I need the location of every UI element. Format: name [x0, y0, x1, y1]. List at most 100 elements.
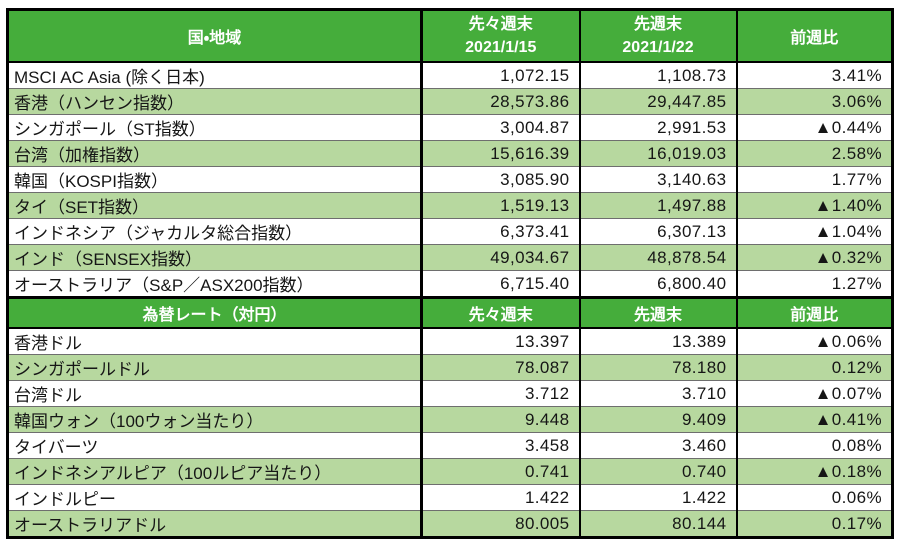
prev-value-cell: 3,140.63 [578, 166, 737, 193]
prev-value-cell: 16,019.03 [578, 140, 737, 167]
indices-header-prev: 先週末 2021/1/22 [578, 9, 737, 64]
prev-value-cell: 1.422 [578, 484, 737, 511]
row-name-cell: 台湾ドル [7, 380, 422, 407]
prev2-value-cell: 9.448 [420, 406, 580, 433]
change-value-cell: ▲0.41% [735, 406, 893, 433]
change-value-cell: 3.06% [735, 88, 893, 115]
row-name-cell: 台湾（加権指数） [7, 140, 422, 167]
prev-value-cell: 6,800.40 [578, 270, 737, 298]
prev2-value-cell: 13.397 [420, 327, 580, 355]
prev-value-cell: 0.740 [578, 458, 737, 485]
change-value-cell: ▲0.07% [735, 380, 893, 407]
prev2-value-cell: 3.458 [420, 432, 580, 459]
row-name-cell: シンガポール（ST指数） [7, 114, 422, 141]
fx-header-prev2: 先々週末 [420, 296, 580, 330]
prev2-value-cell: 6,715.40 [420, 270, 580, 298]
row-name-cell: 韓国ウォン（100ウォン当たり） [7, 406, 422, 433]
change-value-cell: ▲1.40% [735, 192, 893, 219]
table-row: 香港（ハンセン指数） 28,573.86 29,447.85 3.06% [7, 88, 893, 115]
table-row: タイ（SET指数） 1,519.13 1,497.88 ▲1.40% [7, 192, 893, 219]
change-value-cell: ▲0.32% [735, 244, 893, 271]
indices-header-prev2: 先々週末 2021/1/15 [420, 9, 580, 64]
indices-header-row: 国・地域 先々週末 2021/1/15 先週末 2021/1/22 前週比 [7, 9, 893, 64]
prev-value-cell: 1,497.88 [578, 192, 737, 219]
indices-header-change: 前週比 [735, 9, 893, 64]
row-name-cell: 韓国（KOSPI指数） [7, 166, 422, 193]
indices-header-prev-label: 先週末 [633, 16, 682, 33]
row-name-cell: MSCI AC Asia (除く日本) [7, 61, 422, 89]
prev2-value-cell: 1,072.15 [420, 61, 580, 89]
prev2-value-cell: 3,085.90 [420, 166, 580, 193]
fx-header-prev: 先週末 [578, 296, 737, 330]
prev-value-cell: 3.710 [578, 380, 737, 407]
prev2-value-cell: 1,519.13 [420, 192, 580, 219]
table-row: タイバーツ 3.458 3.460 0.08% [7, 432, 893, 459]
prev2-value-cell: 78.087 [420, 354, 580, 381]
table-row: インドネシア（ジャカルタ総合指数） 6,373.41 6,307.13 ▲1.0… [7, 218, 893, 245]
change-value-cell: ▲1.04% [735, 218, 893, 245]
change-value-cell: ▲0.18% [735, 458, 893, 485]
change-value-cell: 1.77% [735, 166, 893, 193]
change-value-cell: ▲0.44% [735, 114, 893, 141]
row-name-cell: インド（SENSEX指数） [7, 244, 422, 271]
table-row: オーストラリアドル 80.005 80.144 0.17% [7, 510, 893, 538]
row-name-cell: インドルピー [7, 484, 422, 511]
change-value-cell: 0.12% [735, 354, 893, 381]
change-value-cell: 0.17% [735, 510, 893, 538]
indices-header-prev2-date: 2021/1/15 [465, 39, 537, 57]
table-row: インドルピー 1.422 1.422 0.06% [7, 484, 893, 511]
change-value-cell: 1.27% [735, 270, 893, 298]
row-name-cell: シンガポールドル [7, 354, 422, 381]
fx-header-change: 前週比 [735, 296, 893, 330]
row-name-cell: タイバーツ [7, 432, 422, 459]
table-row: 台湾（加権指数） 15,616.39 16,019.03 2.58% [7, 140, 893, 167]
prev-value-cell: 2,991.53 [578, 114, 737, 141]
indices-header-prev-date: 2021/1/22 [622, 39, 694, 57]
fx-header-title: 為替レート（対円） [7, 296, 422, 330]
row-name-cell: 香港ドル [7, 327, 422, 355]
prev2-value-cell: 15,616.39 [420, 140, 580, 167]
change-value-cell: 0.06% [735, 484, 893, 511]
row-name-cell: オーストラリアドル [7, 510, 422, 538]
prev2-value-cell: 1.422 [420, 484, 580, 511]
row-name-cell: オーストラリア（S&P／ASX200指数） [7, 270, 422, 298]
prev-value-cell: 13.389 [578, 327, 737, 355]
prev2-value-cell: 3,004.87 [420, 114, 580, 141]
prev-value-cell: 78.180 [578, 354, 737, 381]
indices-header-prev2-label: 先々週末 [468, 16, 533, 33]
change-value-cell: 3.41% [735, 61, 893, 89]
table-row: シンガポールドル 78.087 78.180 0.12% [7, 354, 893, 381]
prev-value-cell: 3.460 [578, 432, 737, 459]
table-row: インドネシアルピア（100ルピア当たり） 0.741 0.740 ▲0.18% [7, 458, 893, 485]
prev2-value-cell: 80.005 [420, 510, 580, 538]
table-row: インド（SENSEX指数） 49,034.67 48,878.54 ▲0.32% [7, 244, 893, 271]
prev-value-cell: 80.144 [578, 510, 737, 538]
prev-value-cell: 6,307.13 [578, 218, 737, 245]
prev2-value-cell: 0.741 [420, 458, 580, 485]
prev2-value-cell: 49,034.67 [420, 244, 580, 271]
table-row: 韓国（KOSPI指数） 3,085.90 3,140.63 1.77% [7, 166, 893, 193]
change-value-cell: 0.08% [735, 432, 893, 459]
fx-header-row: 為替レート（対円） 先々週末 先週末 前週比 [7, 296, 893, 330]
table-row: シンガポール（ST指数） 3,004.87 2,991.53 ▲0.44% [7, 114, 893, 141]
table-row: MSCI AC Asia (除く日本) 1,072.15 1,108.73 3.… [7, 61, 893, 89]
table-row: 台湾ドル 3.712 3.710 ▲0.07% [7, 380, 893, 407]
table-row: オーストラリア（S&P／ASX200指数） 6,715.40 6,800.40 … [7, 270, 893, 298]
row-name-cell: インドネシア（ジャカルタ総合指数） [7, 218, 422, 245]
prev-value-cell: 48,878.54 [578, 244, 737, 271]
change-value-cell: 2.58% [735, 140, 893, 167]
prev-value-cell: 9.409 [578, 406, 737, 433]
row-name-cell: タイ（SET指数） [7, 192, 422, 219]
table-row: 香港ドル 13.397 13.389 ▲0.06% [7, 327, 893, 355]
prev-value-cell: 1,108.73 [578, 61, 737, 89]
prev2-value-cell: 28,573.86 [420, 88, 580, 115]
row-name-cell: インドネシアルピア（100ルピア当たり） [7, 458, 422, 485]
prev2-value-cell: 3.712 [420, 380, 580, 407]
change-value-cell: ▲0.06% [735, 327, 893, 355]
prev-value-cell: 29,447.85 [578, 88, 737, 115]
row-name-cell: 香港（ハンセン指数） [7, 88, 422, 115]
prev2-value-cell: 6,373.41 [420, 218, 580, 245]
market-data-table: 国・地域 先々週末 2021/1/15 先週末 2021/1/22 前週比 MS… [6, 8, 894, 540]
table-row: 韓国ウォン（100ウォン当たり） 9.448 9.409 ▲0.41% [7, 406, 893, 433]
indices-header-country: 国・地域 [7, 9, 422, 64]
